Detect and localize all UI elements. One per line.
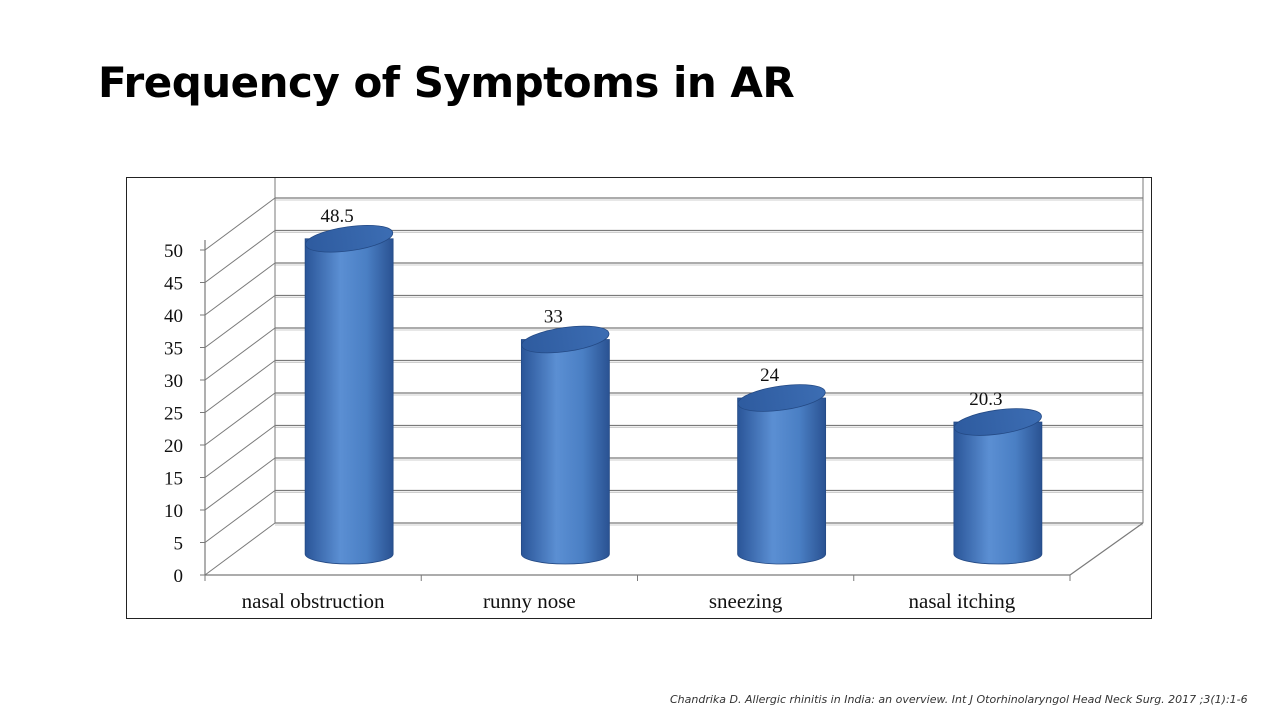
- bar-cap: [737, 384, 826, 412]
- gridline-diagonal: [204, 490, 276, 543]
- y-tick-label: 5: [174, 534, 184, 555]
- y-tick-label: 40: [164, 306, 183, 327]
- y-tick-label: 30: [164, 371, 183, 392]
- bar: [737, 397, 827, 565]
- bar-cap: [953, 408, 1042, 436]
- slide-title: Frequency of Symptoms in AR: [98, 58, 795, 107]
- gridline-diagonal: [204, 522, 276, 576]
- gridline-diagonal: [204, 327, 276, 381]
- bar-layer: [304, 224, 1043, 565]
- gridline-diagonal: [204, 197, 276, 251]
- citation: Chandrika D. Allergic rhinitis in India:…: [670, 693, 1248, 706]
- y-tick-label: 20: [164, 436, 183, 457]
- y-tick-label: 0: [174, 566, 184, 587]
- grid-layer: [204, 197, 1143, 576]
- category-label: nasal itching: [909, 589, 1016, 613]
- y-tick-label: 35: [164, 339, 183, 360]
- gridline-diagonal: [204, 425, 276, 478]
- gridline-diagonal: [204, 262, 276, 316]
- data-label: 24: [760, 365, 780, 386]
- chart-frame: 0 5 10 15 20 25 30 35 40 45 50 48.5 nasal obstructio…: [126, 177, 1152, 619]
- gridline-diagonal: [204, 392, 276, 446]
- bar-chart: 0 5 10 15 20 25 30 35 40 45 50 48.5 nasal obstructio…: [164, 178, 1144, 613]
- axis-layer: [200, 178, 1144, 581]
- data-label: 48.5: [321, 206, 354, 227]
- bar: [520, 339, 610, 565]
- data-label: 33: [544, 307, 563, 328]
- floor-right-edge: [1069, 522, 1144, 576]
- gridline-diagonal: [204, 457, 276, 511]
- y-tick-label: 15: [164, 469, 183, 490]
- gridline-diagonal: [204, 360, 276, 413]
- category-label: sneezing: [709, 589, 783, 613]
- bar-cap: [305, 224, 394, 253]
- label-layer: 0 5 10 15 20 25 30 35 40 45 50 48.5 nasal obstructio…: [164, 206, 1016, 613]
- data-label: 20.3: [969, 389, 1002, 410]
- bar-cap: [521, 325, 610, 354]
- y-tick-label: 50: [164, 241, 183, 262]
- gridline-diagonal: [204, 295, 276, 348]
- y-tick-label: 25: [164, 404, 183, 425]
- bar: [304, 238, 394, 565]
- y-tick-label: 45: [164, 274, 183, 295]
- bar: [953, 421, 1043, 565]
- gridline-diagonal: [204, 230, 276, 283]
- category-label: runny nose: [483, 589, 576, 613]
- category-label: nasal obstruction: [242, 589, 385, 613]
- y-tick-label: 10: [164, 501, 183, 522]
